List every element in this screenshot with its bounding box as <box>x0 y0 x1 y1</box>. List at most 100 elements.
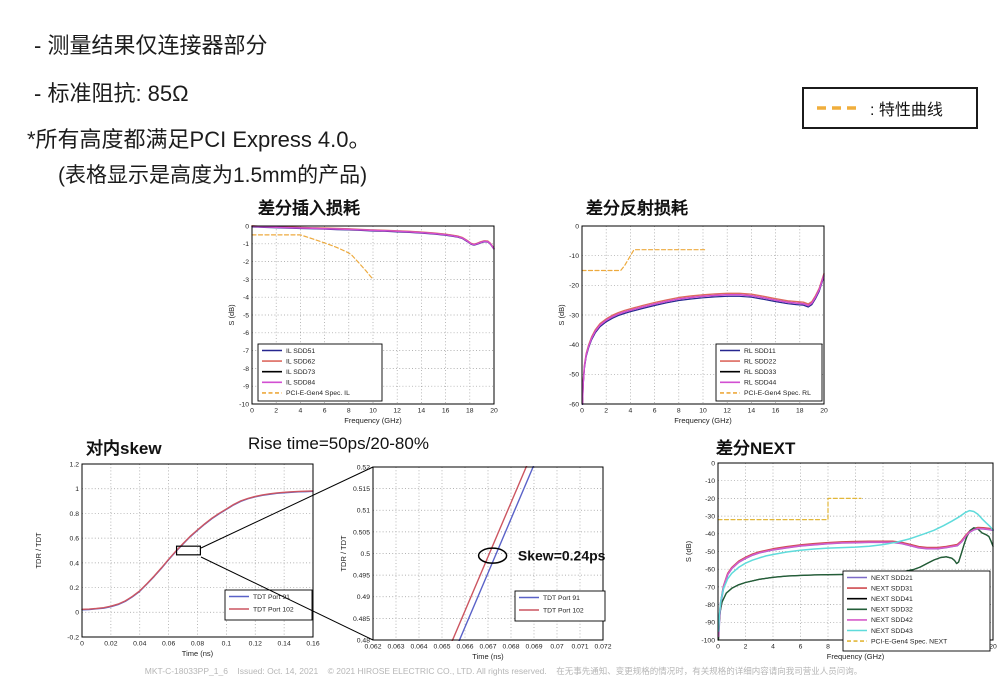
svg-text:4: 4 <box>771 644 775 651</box>
svg-text:S (dB): S (dB) <box>227 304 236 326</box>
svg-text:10: 10 <box>369 408 377 415</box>
svg-text:TDT Port 102: TDT Port 102 <box>253 606 294 613</box>
svg-text:-5: -5 <box>243 312 249 319</box>
svg-text:6: 6 <box>799 644 803 651</box>
svg-text:-20: -20 <box>705 496 715 503</box>
svg-text:10: 10 <box>699 408 707 415</box>
svg-text:RL SDD11: RL SDD11 <box>744 348 776 355</box>
svg-text:TDR / TDT: TDR / TDT <box>34 532 43 569</box>
svg-text:RL SDD44: RL SDD44 <box>744 380 776 387</box>
svg-text:0: 0 <box>716 644 720 651</box>
svg-text:6: 6 <box>323 408 327 415</box>
svg-text:NEXT SDD42: NEXT SDD42 <box>871 617 913 624</box>
svg-text:0.5: 0.5 <box>361 551 371 558</box>
svg-text:-0.2: -0.2 <box>67 634 79 641</box>
svg-text:0: 0 <box>250 408 254 415</box>
svg-text:-40: -40 <box>569 342 579 349</box>
svg-text:12: 12 <box>723 408 731 415</box>
svg-text:0.52: 0.52 <box>357 464 370 471</box>
svg-text:20: 20 <box>820 408 828 415</box>
svg-text:0.08: 0.08 <box>191 641 204 648</box>
svg-text:8: 8 <box>677 408 681 415</box>
svg-text:0.12: 0.12 <box>249 641 262 648</box>
svg-text:-30: -30 <box>569 312 579 319</box>
svg-text:1.2: 1.2 <box>70 461 80 468</box>
note-line-3: *所有高度都满足PCI Express 4.0。 <box>27 127 371 152</box>
svg-text:-3: -3 <box>243 277 249 284</box>
svg-text:Skew=0.24ps: Skew=0.24ps <box>518 548 606 564</box>
svg-text:-30: -30 <box>705 514 715 521</box>
return-loss-title: 差分反射损耗 <box>586 199 688 218</box>
svg-text:0: 0 <box>245 223 249 230</box>
svg-text:NEXT SDD31: NEXT SDD31 <box>871 585 913 592</box>
svg-text:4: 4 <box>299 408 303 415</box>
svg-text:0.071: 0.071 <box>571 644 588 651</box>
svg-text:0.072: 0.072 <box>594 644 611 651</box>
svg-text:-1: -1 <box>243 241 249 248</box>
svg-text:Time (ns): Time (ns) <box>182 649 214 658</box>
svg-text:16: 16 <box>442 408 450 415</box>
next-title: 差分NEXT <box>716 439 796 458</box>
svg-text:Frequency (GHz): Frequency (GHz) <box>827 652 885 661</box>
svg-text:-10: -10 <box>239 401 249 408</box>
svg-text:14: 14 <box>748 408 756 415</box>
svg-text:NEXT SDD21: NEXT SDD21 <box>871 575 913 582</box>
svg-text:0: 0 <box>580 408 584 415</box>
svg-text:0.1: 0.1 <box>222 641 232 648</box>
svg-text:2: 2 <box>274 408 278 415</box>
svg-text:-9: -9 <box>243 384 249 391</box>
svg-text:TDR / TDT: TDR / TDT <box>340 535 348 572</box>
svg-text:0.51: 0.51 <box>357 508 370 515</box>
svg-text:-50: -50 <box>569 372 579 379</box>
skewzoom-chart: Skew=0.24ps 0.062 0.063 0.064 0.065 0.066 0.06… <box>340 464 612 661</box>
svg-text:0.8: 0.8 <box>70 511 80 518</box>
svg-text:-70: -70 <box>705 584 715 591</box>
svg-text:-80: -80 <box>705 602 715 609</box>
svg-text:-8: -8 <box>243 366 249 373</box>
svg-text:-100: -100 <box>701 637 715 644</box>
svg-text:TDT Port 91: TDT Port 91 <box>253 594 290 601</box>
svg-text:0.04: 0.04 <box>133 641 146 648</box>
svg-text:S (dB): S (dB) <box>686 540 693 562</box>
svg-text:12: 12 <box>393 408 401 415</box>
characteristic-curve-legend-box: : 特性曲线 <box>802 87 978 129</box>
dashed-line-icon <box>817 106 861 110</box>
svg-text:0.49: 0.49 <box>357 594 370 601</box>
footer-copyright: MKT-C-18033PP_1_6 Issued: Oct. 14, 2021 … <box>144 666 863 676</box>
svg-text:0.505: 0.505 <box>353 529 370 536</box>
il-chart: 0 2 4 6 8 10 12 14 16 18 20 0 -1 -2 -3 -4 -5 -6 -7 -8 -9 -10 F… <box>227 223 498 425</box>
svg-text:-10: -10 <box>569 253 579 260</box>
note-line-2: - 标准阻抗: 85Ω <box>34 81 189 106</box>
svg-text:TDT Port 91: TDT Port 91 <box>543 595 580 602</box>
svg-text:8: 8 <box>347 408 351 415</box>
svg-text:16: 16 <box>772 408 780 415</box>
svg-text:-10: -10 <box>705 478 715 485</box>
rise-time-label: Rise time=50ps/20-80% <box>248 434 429 453</box>
svg-text:0.16: 0.16 <box>306 641 319 648</box>
svg-text:0.06: 0.06 <box>162 641 175 648</box>
svg-text:TDT Port 102: TDT Port 102 <box>543 607 584 614</box>
svg-text:0.068: 0.068 <box>502 644 519 651</box>
svg-text:8: 8 <box>826 644 830 651</box>
svg-text:-4: -4 <box>243 295 249 302</box>
svg-text:Frequency (GHz): Frequency (GHz) <box>674 416 732 425</box>
svg-text:Frequency (GHz): Frequency (GHz) <box>344 416 402 425</box>
svg-text:0: 0 <box>575 223 579 230</box>
svg-text:0.067: 0.067 <box>479 644 496 651</box>
svg-text:2: 2 <box>744 644 748 651</box>
svg-text:14: 14 <box>418 408 426 415</box>
svg-text:0.069: 0.069 <box>525 644 542 651</box>
characteristic-curve-label: : 特性曲线 <box>870 102 943 119</box>
svg-text:0.48: 0.48 <box>357 637 370 644</box>
svg-text:0.066: 0.066 <box>456 644 473 651</box>
skew-chart: 0 0.02 0.04 0.06 0.08 0.1 0.12 0.14 0.16 1.2 1 0.8 0… <box>34 461 320 658</box>
svg-text:0.6: 0.6 <box>70 536 80 543</box>
next-chart: 024681012141618200-10-20-30-40-50-60-70-… <box>686 460 997 661</box>
svg-text:NEXT SDD41: NEXT SDD41 <box>871 596 913 603</box>
svg-text:-6: -6 <box>243 330 249 337</box>
svg-text:0.064: 0.064 <box>410 644 427 651</box>
svg-text:IL SDD84: IL SDD84 <box>286 380 315 387</box>
svg-text:-60: -60 <box>705 567 715 574</box>
svg-text:S (dB): S (dB) <box>557 304 566 326</box>
